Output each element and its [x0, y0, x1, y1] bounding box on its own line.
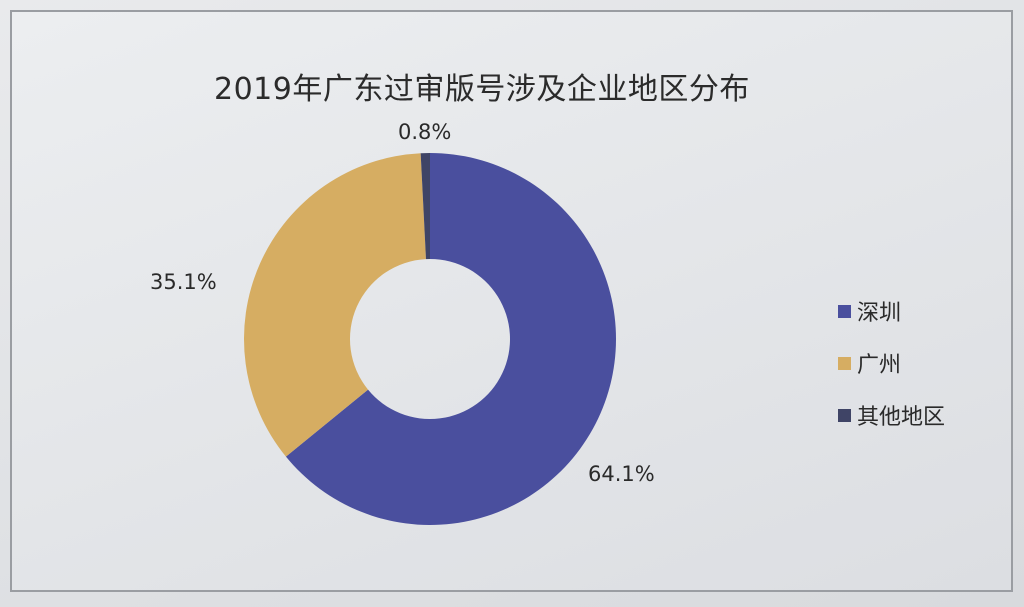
- legend-label-guangzhou: 广州: [857, 353, 902, 378]
- legend-item-guangzhou: 广州: [838, 337, 945, 389]
- slice-guangzhou: [244, 153, 426, 457]
- slice-shenzhen: [285, 153, 617, 525]
- chart-title: 2019年广东过审版号涉及企业地区分布: [214, 72, 750, 107]
- legend-swatch-guangzhou: [838, 356, 851, 370]
- data-label-guangzhou: 35.1%: [150, 270, 217, 294]
- legend-item-shenzhen: 深圳: [838, 285, 945, 337]
- legend-label-shenzhen: 深圳: [857, 301, 902, 326]
- legend-item-other-regions: 其他地区: [838, 389, 945, 441]
- legend-swatch-shenzhen: [838, 304, 851, 318]
- legend-swatch-other-regions: [838, 408, 851, 422]
- data-label-other-regions: 0.8%: [398, 120, 452, 144]
- legend: 深圳 广州 其他地区: [838, 285, 945, 441]
- legend-label-other-regions: 其他地区: [857, 405, 946, 430]
- slice-other-regions: [420, 153, 430, 260]
- data-label-shenzhen: 64.1%: [588, 462, 655, 486]
